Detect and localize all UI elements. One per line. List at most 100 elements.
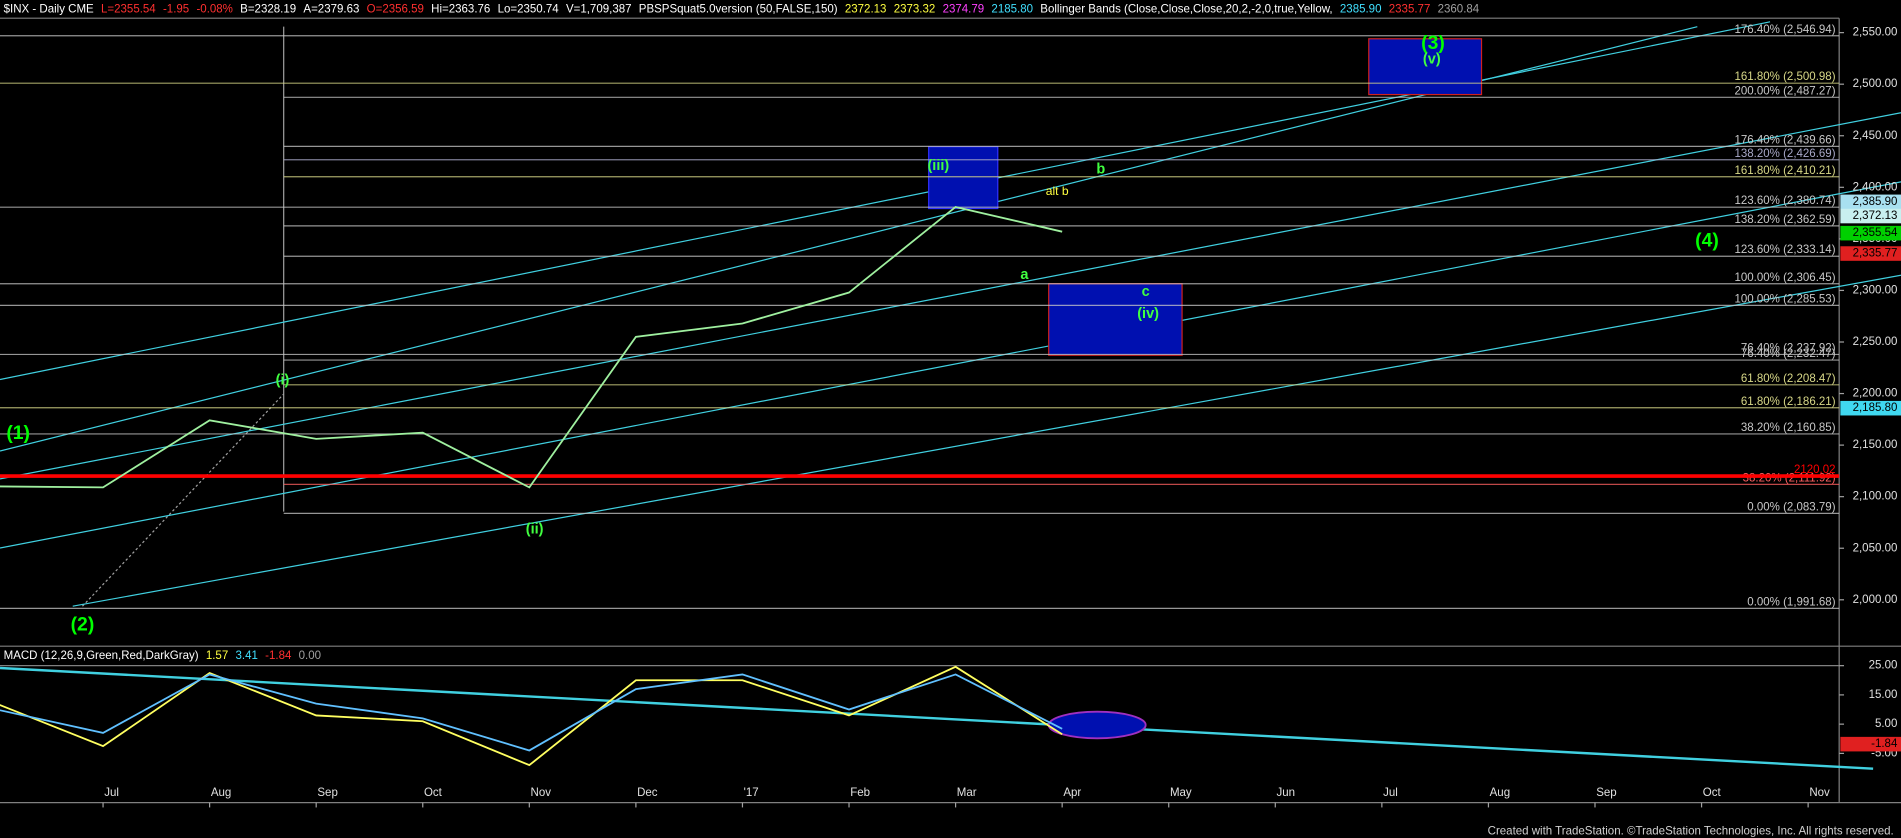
x-tick-label: Mar xyxy=(957,787,977,799)
price-tag-label: 2,185.80 xyxy=(1853,402,1898,414)
price-tag xyxy=(1840,208,1901,224)
wave-label: c xyxy=(1142,284,1150,300)
level-label: 123.60% (2,380.74) xyxy=(1735,195,1836,207)
series-line xyxy=(0,205,1063,489)
y-tick-label: 25.00 xyxy=(1869,660,1898,672)
level-label: 138.20% (2,362.59) xyxy=(1735,214,1836,226)
y-tick-label: 2,150.00 xyxy=(1853,439,1898,451)
wave-label: (1) xyxy=(6,422,30,444)
level-label: 38.20% (2,160.85) xyxy=(1741,422,1836,434)
level-label: 123.60% (2,333.14) xyxy=(1735,244,1836,256)
y-tick-label: 2,050.00 xyxy=(1853,542,1898,554)
price-tag xyxy=(1840,400,1901,416)
header-item: 2374.79 xyxy=(943,4,985,16)
y-tick-label: 2,000.00 xyxy=(1853,594,1898,606)
target-box xyxy=(1368,38,1483,96)
header-item: 2373.32 xyxy=(894,4,936,16)
wave-label: a xyxy=(1020,267,1029,283)
wave-label: (3) xyxy=(1421,32,1445,54)
x-tick-label: Sep xyxy=(317,787,337,799)
x-tick-label: Nov xyxy=(531,787,552,799)
level-label: 176.40% (2,439.66) xyxy=(1735,134,1836,146)
header-item: Bollinger Bands (Close,Close,Close,20,2,… xyxy=(1040,4,1332,16)
header-item: 2372.13 xyxy=(845,4,887,16)
header-item: -1.95 xyxy=(163,4,189,16)
level-label: 61.80% (2,208.47) xyxy=(1741,373,1836,385)
price-tag-label: -1.84 xyxy=(1871,738,1898,750)
x-tick-label: May xyxy=(1170,787,1192,799)
level-label: 0.00% (1,991.68) xyxy=(1747,596,1835,608)
header-item: 2335.77 xyxy=(1389,4,1431,16)
series-line xyxy=(0,665,1063,767)
level-label: 138.20% (2,426.69) xyxy=(1735,148,1836,160)
y-tick-label: 2,450.00 xyxy=(1853,130,1898,142)
header-item: B=2328.19 xyxy=(240,4,296,16)
price-tag-label: 2,335.77 xyxy=(1853,248,1898,260)
x-tick-label: '17 xyxy=(744,787,759,799)
wave-label: b xyxy=(1096,162,1105,178)
x-tick-label: Sep xyxy=(1596,787,1616,799)
wave-label: (iv) xyxy=(1137,306,1159,322)
y-tick-label: 2,250.00 xyxy=(1853,336,1898,348)
y-tick-label: 2,500.00 xyxy=(1853,78,1898,90)
x-tick-label: Feb xyxy=(850,787,870,799)
header-item: O=2356.59 xyxy=(367,4,424,16)
trendline xyxy=(0,112,1901,480)
level-label: 61.80% (2,186.21) xyxy=(1741,396,1836,408)
header-item: L=2355.54 xyxy=(101,4,156,16)
x-tick-label: Nov xyxy=(1809,787,1830,799)
y-tick-label: 2,400.00 xyxy=(1853,181,1898,193)
y-tick-label: 2,550.00 xyxy=(1853,27,1898,39)
series-line xyxy=(0,673,1063,752)
wave-label: (2) xyxy=(71,614,95,636)
level-label: 176.40% (2,546.94) xyxy=(1735,24,1836,36)
level-label: 76.40% (2,237.92) xyxy=(1741,342,1836,354)
level-label: 76.40% (2,232.47) xyxy=(1741,348,1836,360)
price-tag-label: 2,385.90 xyxy=(1853,196,1898,208)
y-tick-label: 2,100.00 xyxy=(1853,491,1898,503)
target-box xyxy=(928,146,999,210)
header-item: 3.41 xyxy=(236,650,258,662)
footer: Created with TradeStation. ©TradeStation… xyxy=(1488,826,1894,838)
header-item: MACD (12,26,9,Green,Red,DarkGray) xyxy=(4,650,199,662)
level-label: 2120.02 xyxy=(1794,464,1836,476)
level-label: 100.00% (2,306.45) xyxy=(1735,272,1836,284)
y-tick-label: 15.00 xyxy=(1869,689,1898,701)
header-item: -1.84 xyxy=(265,650,292,662)
price-tag-label: 2,372.13 xyxy=(1853,210,1898,222)
fib-leg xyxy=(82,393,285,607)
wave-label: (4) xyxy=(1695,229,1719,251)
target-box xyxy=(1048,283,1183,356)
header-item: 0.00 xyxy=(299,650,321,662)
header-item: V=1,709,387 xyxy=(566,4,632,16)
header-item: -0.08% xyxy=(196,4,232,16)
level-label: 0.00% (2,083.79) xyxy=(1747,501,1835,513)
y-tick-label: 5.00 xyxy=(1875,718,1897,730)
x-tick-label: Jun xyxy=(1277,787,1296,799)
wave-label: (i) xyxy=(276,373,290,389)
x-tick-label: Oct xyxy=(1703,787,1722,799)
x-tick-label: Dec xyxy=(637,787,658,799)
header-item: 2385.90 xyxy=(1340,4,1382,16)
level-label: 161.80% (2,410.21) xyxy=(1735,165,1836,177)
header-item: PBSPSquat5.0version (50,FALSE,150) xyxy=(639,4,838,16)
level-label: 200.00% (2,487.27) xyxy=(1735,85,1836,97)
wave-label: alt b xyxy=(1046,184,1069,198)
trendline xyxy=(0,181,1901,549)
wave-label: (iii) xyxy=(927,158,949,174)
price-tag xyxy=(1840,194,1901,210)
price-tag-label: 2,355.54 xyxy=(1853,227,1898,239)
header-item: 2185.80 xyxy=(991,4,1033,16)
header-item: 1.57 xyxy=(206,650,228,662)
trendline xyxy=(72,274,1901,607)
header-item: A=2379.63 xyxy=(303,4,359,16)
price-tag xyxy=(1840,736,1901,752)
price-tag xyxy=(1840,225,1901,241)
header-item: Lo=2350.74 xyxy=(498,4,560,16)
macd-trendline xyxy=(0,666,1874,770)
wave-label: (v) xyxy=(1423,51,1441,67)
wave-label: (ii) xyxy=(526,522,544,538)
